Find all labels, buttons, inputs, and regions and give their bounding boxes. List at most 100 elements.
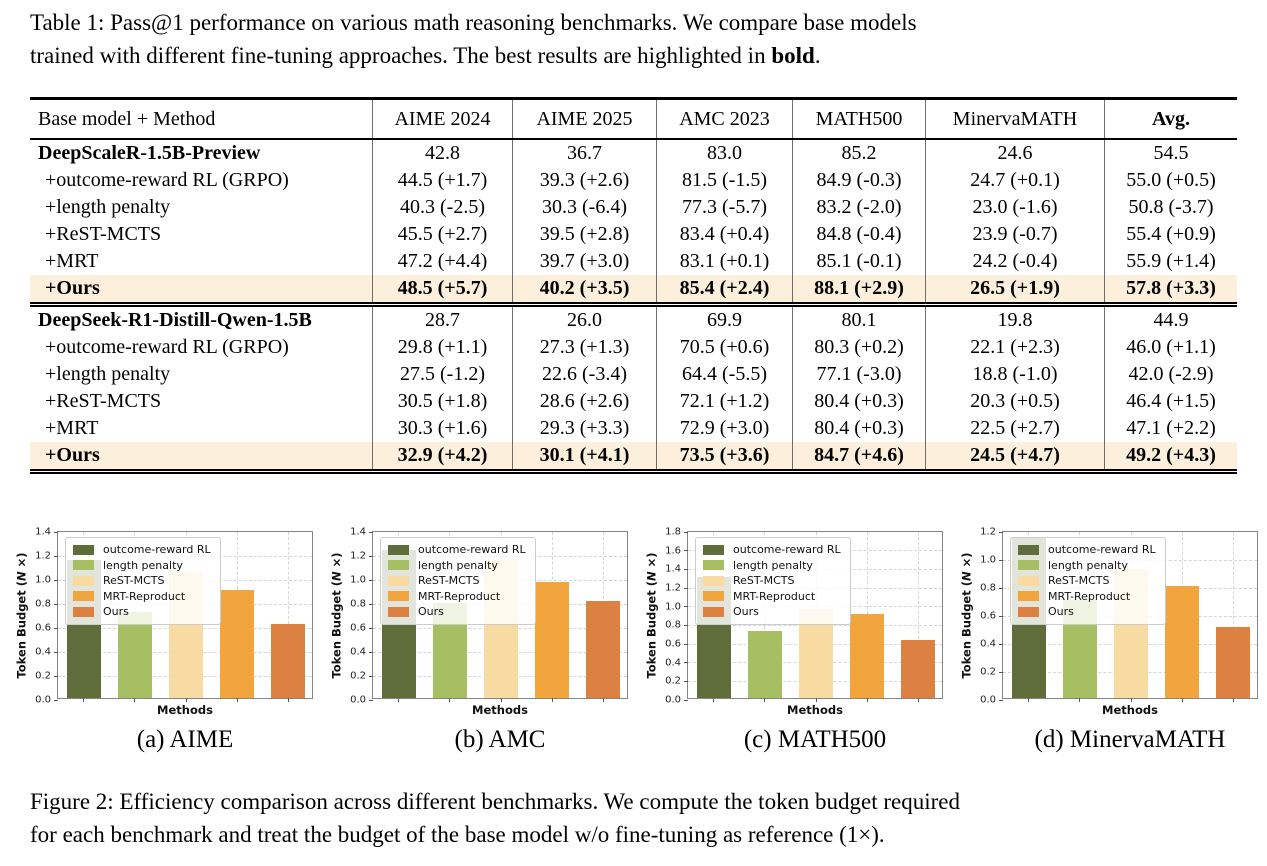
y-tick-mark: [999, 615, 1003, 617]
value-cell: 64.4 (-5.5): [656, 361, 792, 388]
value-cell: 73.5 (+3.6): [656, 442, 792, 469]
y-tick-mark: [999, 531, 1003, 533]
chart-panel-a: Token Budget (N ×) 0.0 0.2 0.4 0.6 0.8 1.0 1.2 1…: [8, 524, 317, 754]
method-cell: +length penalty: [45, 196, 171, 218]
value-cell: 28.7: [372, 307, 512, 334]
value-cell: 72.9 (+3.0): [656, 415, 792, 442]
y-tick-label: 1.2: [350, 550, 366, 562]
bar-ours: [586, 600, 621, 698]
y-tick-mark: [684, 568, 688, 570]
legend-item: Ours: [388, 604, 526, 620]
method-cell: +MRT: [45, 250, 99, 272]
chart-panel-d: Token Budget (N ×) 0.0 0.2 0.4 0.6 0.8 1.0 1.2 o…: [953, 524, 1262, 754]
table-row: +Ours 48.5 (+5.7) 40.2 (+3.5) 85.4 (+2.4) 88…: [30, 275, 1237, 302]
y-tick-mark: [999, 699, 1003, 701]
x-tick-mark: [866, 698, 868, 702]
value-cell: 18.8 (-1.0): [925, 361, 1104, 388]
column-header: AMC 2023: [656, 100, 792, 138]
column-header: Base model + Method: [38, 108, 216, 130]
figure-caption: Figure 2: Efficiency comparison across d…: [30, 785, 1245, 851]
legend-label: Ours: [1048, 605, 1074, 619]
chart-legend: outcome-reward RL length penalty ReST-MCTS…: [380, 537, 536, 625]
y-tick-label: 0.0: [35, 694, 51, 706]
value-cell: 27.5 (-1.2): [372, 361, 512, 388]
y-tick-label: 1.4: [665, 563, 681, 575]
y-tick-label: 1.0: [350, 574, 366, 586]
y-tick-label: 0.0: [665, 694, 681, 706]
table-caption-line1: Table 1: Pass@1 performance on various m…: [30, 10, 917, 35]
chart-legend: outcome-reward RL length penalty ReST-MCTS…: [65, 537, 221, 625]
y-axis-label: Token Budget (N ×): [14, 552, 29, 679]
legend-item: Ours: [1018, 604, 1156, 620]
table-group-1: DeepScaleR-1.5B-Preview 42.8 36.7 83.0 85.2 2…: [30, 140, 1237, 302]
chart-panel-b: Token Budget (N ×) 0.0 0.2 0.4 0.6 0.8 1.0 1.2 1…: [323, 524, 632, 754]
y-tick-mark: [369, 699, 373, 701]
bar-ours: [271, 623, 306, 698]
y-tick-label: 1.2: [980, 526, 996, 538]
x-tick-mark: [1079, 698, 1081, 702]
legend-label: MRT-Reproduct: [418, 589, 501, 603]
legend-label: outcome-reward RL: [103, 543, 211, 557]
y-tick-label: 0.2: [35, 670, 51, 682]
legend-swatch-icon: [1018, 606, 1039, 617]
legend-item: outcome-reward RL: [73, 542, 211, 558]
y-tick-label: 0.4: [350, 646, 366, 658]
legend-label: MRT-Reproduct: [733, 589, 816, 603]
chart-legend: outcome-reward RL length penalty ReST-MCTS…: [1010, 537, 1166, 625]
legend-item: Ours: [703, 604, 841, 620]
ylabel-variable: N: [644, 571, 659, 581]
legend-swatch-icon: [73, 575, 94, 586]
value-cell: 20.3 (+0.5): [925, 388, 1104, 415]
bar-mrt-reproduct: [535, 581, 570, 698]
legend-swatch-icon: [73, 606, 94, 617]
legend-swatch-icon: [703, 560, 724, 571]
column-header: Avg.: [1104, 100, 1237, 138]
figure-charts: Token Budget (N ×) 0.0 0.2 0.4 0.6 0.8 1.0 1.2 1…: [8, 524, 1263, 754]
y-tick-mark: [369, 651, 373, 653]
y-axis-label: Token Budget (N ×): [644, 552, 659, 679]
table-row: +ReST-MCTS 45.5 (+2.7) 39.5 (+2.8) 83.4 (+0…: [30, 221, 1237, 248]
x-tick-mark: [500, 698, 502, 702]
legend-label: outcome-reward RL: [418, 543, 526, 557]
value-cell: 83.2 (-2.0): [792, 194, 925, 221]
y-tick-label: 1.0: [665, 601, 681, 613]
table-row: +length penalty 27.5 (-1.2) 22.6 (-3.4) 64.…: [30, 361, 1237, 388]
x-axis-label: Methods: [472, 703, 528, 717]
legend-swatch-icon: [388, 544, 409, 555]
x-tick-mark: [764, 698, 766, 702]
value-cell: 29.3 (+3.3): [512, 415, 656, 442]
value-cell: 84.8 (-0.4): [792, 221, 925, 248]
y-tick-mark: [684, 662, 688, 664]
value-cell: 80.1: [792, 307, 925, 334]
table-row: +MRT 30.3 (+1.6) 29.3 (+3.3) 72.9 (+3.0) 80.…: [30, 415, 1237, 442]
legend-item: length penalty: [73, 558, 211, 574]
legend-label: Ours: [103, 605, 129, 619]
y-tick-label: 0.8: [35, 598, 51, 610]
x-tick-mark: [287, 698, 289, 702]
ylabel-variable: N: [959, 571, 974, 581]
value-cell: 80.4 (+0.3): [792, 415, 925, 442]
x-tick-mark: [1130, 698, 1132, 702]
value-cell: 42.0 (-2.9): [1104, 361, 1237, 388]
column-header: AIME 2024: [372, 100, 512, 138]
legend-swatch-icon: [703, 575, 724, 586]
value-cell: 27.3 (+1.3): [512, 334, 656, 361]
y-tick-mark: [369, 555, 373, 557]
bar-ours: [901, 640, 936, 698]
y-tick-mark: [369, 531, 373, 533]
figure-caption-line1: Figure 2: Efficiency comparison across d…: [30, 789, 960, 814]
value-cell: 24.7 (+0.1): [925, 167, 1104, 194]
legend-item: ReST-MCTS: [388, 573, 526, 589]
value-cell: 46.4 (+1.5): [1104, 388, 1237, 415]
value-cell: 85.2: [792, 140, 925, 167]
legend-label: ReST-MCTS: [103, 574, 165, 588]
legend-swatch-icon: [703, 591, 724, 602]
y-tick-label: 1.4: [35, 526, 51, 538]
value-cell: 30.1 (+4.1): [512, 442, 656, 469]
legend-swatch-icon: [388, 575, 409, 586]
value-cell: 24.6: [925, 140, 1104, 167]
method-cell: DeepSeek-R1-Distill-Qwen-1.5B: [38, 309, 312, 331]
bar-mrt-reproduct: [220, 590, 255, 698]
legend-swatch-icon: [388, 560, 409, 571]
table-row: DeepScaleR-1.5B-Preview 42.8 36.7 83.0 85.2 2…: [30, 140, 1237, 167]
